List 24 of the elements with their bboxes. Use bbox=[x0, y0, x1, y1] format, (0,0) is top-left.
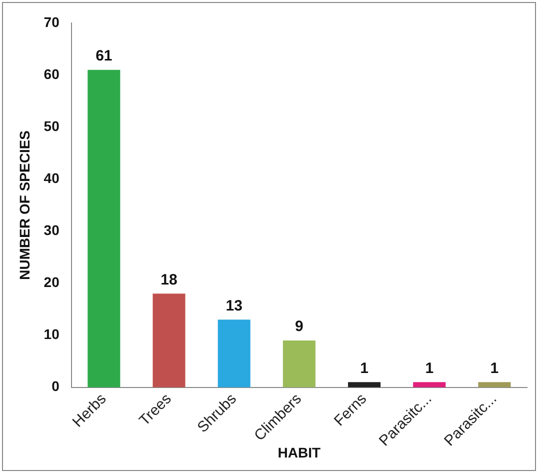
y-tick-label: 70 bbox=[44, 14, 60, 30]
bar bbox=[282, 340, 316, 388]
x-axis-title: HABIT bbox=[278, 444, 322, 460]
data-label: 9 bbox=[295, 318, 304, 336]
y-tick-label: 10 bbox=[44, 326, 60, 342]
y-tick-label: 0 bbox=[52, 378, 60, 394]
y-tick-label: 30 bbox=[44, 222, 60, 238]
bar bbox=[348, 382, 381, 388]
y-axis-title: NUMBER OF SPECIES bbox=[16, 130, 32, 280]
bar bbox=[88, 70, 120, 388]
data-label: 1 bbox=[490, 360, 499, 377]
y-tick-label: 60 bbox=[44, 66, 60, 82]
data-label: 1 bbox=[425, 360, 434, 377]
y-tick-label: 20 bbox=[44, 274, 60, 290]
data-label: 61 bbox=[96, 47, 112, 64]
data-label: 1 bbox=[360, 360, 368, 377]
data-label: 13 bbox=[226, 297, 242, 314]
y-tick-label: 50 bbox=[44, 118, 60, 134]
bar bbox=[218, 320, 250, 388]
bar bbox=[152, 294, 186, 388]
y-tick-label: 40 bbox=[44, 170, 60, 186]
bar bbox=[413, 382, 446, 388]
data-label: 18 bbox=[160, 271, 178, 288]
bar bbox=[478, 382, 511, 388]
